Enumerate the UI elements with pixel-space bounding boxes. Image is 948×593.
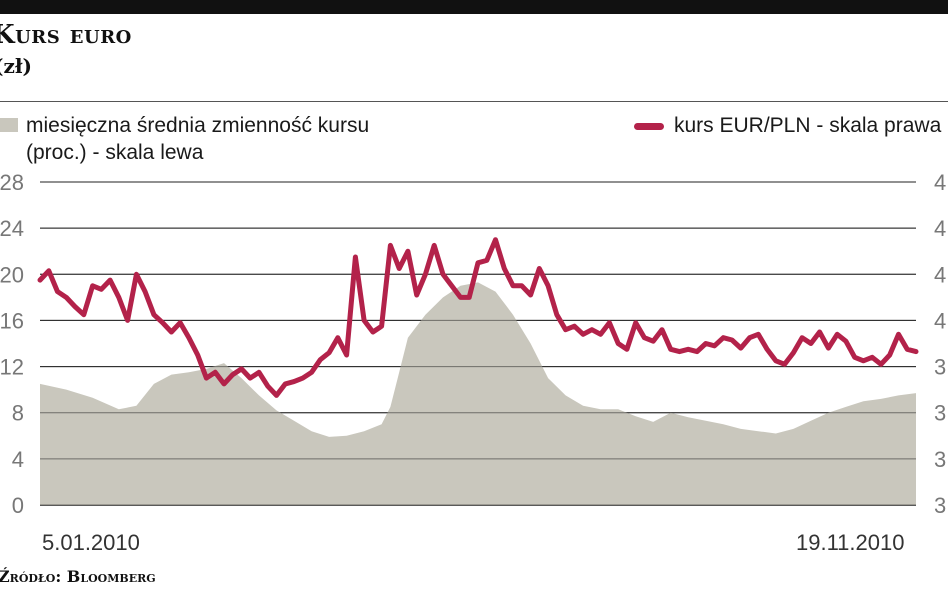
right-tick-label: 4 <box>934 216 946 241</box>
left-tick-label: 8 <box>12 401 24 426</box>
x-start-date: 5.01.2010 <box>42 530 140 555</box>
right-tick-label: 3 <box>934 447 946 472</box>
right-tick-label: 4 <box>934 308 946 333</box>
header-divider <box>0 101 948 102</box>
legend-rate-label: kurs EUR/PLN - skala prawa <box>674 114 942 137</box>
right-tick-label: 3 <box>934 355 946 380</box>
eur-pln-line <box>37 237 919 398</box>
legend-line-swatch <box>634 123 664 130</box>
left-tick-label: 0 <box>12 493 24 518</box>
left-tick-label: 12 <box>0 355 24 380</box>
volatility-area <box>40 282 916 505</box>
right-tick-label: 4 <box>934 170 946 195</box>
top-bar <box>0 0 948 14</box>
left-tick-label: 20 <box>0 262 24 287</box>
x-end-date: 19.11.2010 <box>796 530 905 555</box>
left-tick-label: 16 <box>0 308 24 333</box>
chart-subtitle: (zł) <box>0 54 32 78</box>
left-tick-label: 24 <box>0 216 24 241</box>
right-tick-label: 4 <box>934 262 946 287</box>
left-tick-label: 28 <box>0 170 24 195</box>
legend-area-swatch <box>0 118 18 132</box>
left-tick-label: 4 <box>12 447 24 472</box>
source-note: Źródło: Bloomberg <box>0 567 156 586</box>
legend-volatility-label: miesięczna średnia zmienność kursu (proc… <box>26 114 370 164</box>
right-tick-label: 3 <box>934 401 946 426</box>
chart-title: Kurs euro <box>0 20 132 50</box>
chart-svg: 0 4 8 12 16 20 24 28 3 3 3 3 4 4 4 4 <box>0 170 946 518</box>
right-tick-label: 3 <box>934 493 946 518</box>
